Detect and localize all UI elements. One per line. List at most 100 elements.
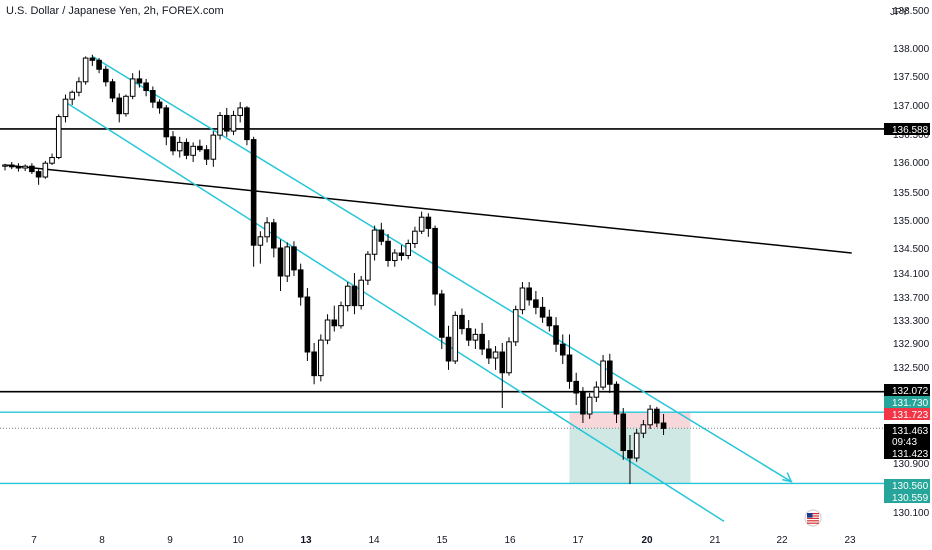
candle[interactable] (116, 93, 123, 123)
candle[interactable] (640, 420, 647, 438)
candle[interactable] (512, 305, 519, 346)
candle[interactable] (405, 239, 411, 260)
candle[interactable] (452, 311, 459, 364)
candle[interactable] (445, 325, 452, 370)
candle[interactable] (163, 105, 170, 146)
candle[interactable] (385, 234, 391, 267)
candle[interactable] (566, 334, 573, 389)
candle[interactable] (257, 231, 264, 264)
candle[interactable] (2, 163, 8, 171)
candle[interactable] (277, 239, 284, 291)
candle[interactable] (586, 393, 593, 419)
candle[interactable] (103, 65, 109, 87)
candle[interactable] (82, 56, 89, 85)
candle[interactable] (526, 282, 532, 306)
candle[interactable] (297, 263, 304, 306)
candle[interactable] (170, 131, 176, 156)
candle[interactable] (465, 320, 472, 346)
candle[interactable] (76, 77, 82, 97)
candle[interactable] (96, 58, 102, 74)
candle[interactable] (15, 163, 22, 172)
candle[interactable] (499, 343, 506, 408)
trendline[interactable] (4, 164, 852, 254)
candle[interactable] (398, 245, 405, 261)
candle[interactable] (338, 301, 344, 329)
us-flag-icon[interactable] (804, 509, 822, 527)
stop-zone[interactable] (569, 412, 691, 429)
candle[interactable] (365, 251, 371, 285)
candle[interactable] (647, 405, 653, 429)
candle[interactable] (412, 226, 418, 248)
candle[interactable] (378, 222, 385, 246)
candle[interactable] (8, 162, 15, 170)
candle[interactable] (492, 346, 499, 370)
candle[interactable] (633, 429, 640, 462)
candle[interactable] (291, 241, 297, 276)
candle[interactable] (533, 291, 539, 315)
candle[interactable] (150, 86, 156, 108)
candle[interactable] (183, 138, 190, 160)
candle[interactable] (55, 114, 62, 160)
candle[interactable] (217, 111, 223, 140)
candle[interactable] (600, 355, 606, 390)
candle[interactable] (210, 131, 217, 167)
candle[interactable] (29, 163, 35, 174)
candle[interactable] (318, 334, 324, 382)
candle[interactable] (391, 249, 398, 267)
candle[interactable] (190, 142, 196, 162)
candle[interactable] (176, 136, 183, 158)
candle[interactable] (324, 314, 331, 345)
candle[interactable] (654, 406, 660, 428)
candle[interactable] (237, 102, 243, 123)
candle[interactable] (519, 282, 526, 315)
candle[interactable] (344, 282, 351, 312)
candle[interactable] (613, 381, 620, 423)
candle[interactable] (331, 305, 338, 332)
candle[interactable] (506, 337, 512, 376)
candle[interactable] (197, 139, 203, 152)
candle[interactable] (156, 99, 163, 114)
candle[interactable] (573, 372, 580, 405)
candle[interactable] (271, 218, 277, 258)
candle[interactable] (432, 225, 438, 306)
candle[interactable] (627, 435, 633, 484)
candle[interactable] (284, 242, 291, 282)
candle[interactable] (479, 322, 485, 355)
candle[interactable] (620, 408, 627, 460)
candle[interactable] (580, 387, 586, 423)
candle[interactable] (35, 169, 42, 185)
candle[interactable] (62, 94, 69, 123)
candle[interactable] (304, 288, 311, 361)
candle[interactable] (69, 90, 76, 106)
candle[interactable] (109, 78, 116, 103)
candle[interactable] (425, 213, 432, 237)
candle[interactable] (244, 106, 250, 146)
candle[interactable] (143, 78, 149, 97)
candle[interactable] (439, 289, 445, 349)
candle[interactable] (129, 73, 136, 100)
candle[interactable] (546, 309, 553, 332)
candle[interactable] (459, 308, 465, 335)
candle[interactable] (660, 414, 667, 435)
candle[interactable] (89, 54, 96, 66)
channel-lower-line[interactable] (65, 101, 725, 523)
candle[interactable] (250, 136, 257, 267)
candle[interactable] (371, 225, 378, 261)
candle[interactable] (203, 145, 210, 165)
candle[interactable] (351, 273, 358, 315)
candle[interactable] (264, 217, 270, 243)
candle[interactable] (539, 297, 546, 323)
candle[interactable] (136, 70, 143, 88)
candle[interactable] (311, 343, 317, 385)
candle[interactable] (123, 94, 129, 117)
candle[interactable] (418, 211, 425, 234)
candle[interactable] (49, 153, 55, 165)
candle[interactable] (486, 340, 492, 364)
candle[interactable] (358, 276, 364, 310)
candle[interactable] (223, 107, 230, 137)
candle[interactable] (593, 381, 600, 402)
candle[interactable] (607, 353, 613, 393)
candle[interactable] (230, 110, 237, 136)
channel-upper-line[interactable] (91, 55, 792, 483)
